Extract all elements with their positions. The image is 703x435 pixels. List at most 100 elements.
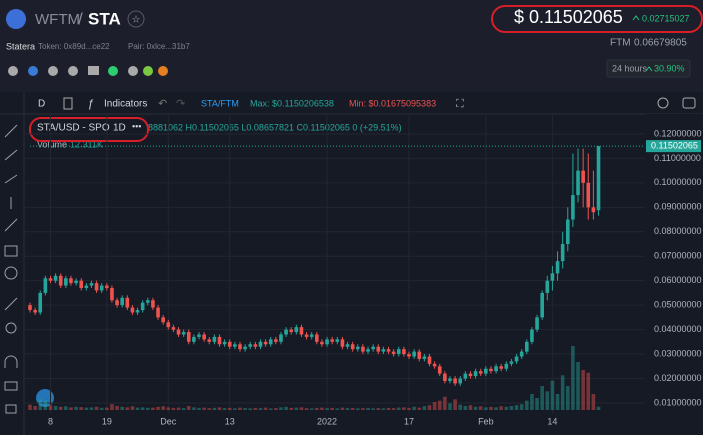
tool[interactable] [4,266,18,280]
x-tick-label: 2022 [317,416,337,426]
candle-body [309,334,314,337]
volume-bar [135,407,140,410]
highlight-ellipse [491,5,703,33]
highlight-ellipse [29,117,149,142]
candle-body [576,170,580,196]
favorite-button[interactable] [127,10,145,28]
volume-bar [64,406,68,410]
tool[interactable] [5,322,17,334]
candle-body [105,285,109,289]
volume-bar [422,406,427,410]
icon[interactable] [158,66,168,76]
volume-bar [176,407,181,410]
candle-body [458,378,463,384]
tool[interactable] [4,218,18,232]
volume-bar [586,372,591,410]
volume-bar [94,406,99,410]
candle-body [284,329,288,335]
tool[interactable] [4,245,18,257]
up-caret [632,15,640,21]
candle-body [320,341,324,345]
icon[interactable] [108,66,118,76]
token-address[interactable]: Token: 0x89d...ce22 [38,42,110,51]
candle-body [391,351,396,355]
screenshot[interactable] [682,97,696,109]
volume-bar [458,404,463,410]
max-price: Max: $0.1150206538 [250,98,334,108]
social-icons [8,66,168,76]
candle-body [530,329,534,342]
tool[interactable] [5,404,17,414]
icon[interactable] [48,66,58,76]
volume-bar [166,407,171,410]
volume-bar [361,408,365,410]
pair-address[interactable]: Pair: 0xlce...31b7 [128,42,190,51]
tool[interactable] [4,381,18,391]
candle-body [371,346,375,350]
candle-body [402,349,406,355]
y-tick-label: 0.07000000 [654,251,702,261]
icon[interactable] [143,66,153,76]
tool[interactable] [4,149,18,161]
tool[interactable] [4,297,18,311]
redo[interactable]: ↷ [176,98,185,110]
settings[interactable] [657,97,669,109]
period-change: 30.90% [654,63,685,73]
volume-bar [345,408,350,410]
icon[interactable] [28,66,38,76]
tool[interactable] [4,174,18,184]
icon[interactable] [88,66,99,75]
volume-bar [181,408,186,410]
candle-body [156,307,160,318]
candle-body [243,346,247,350]
candle-body [565,219,570,244]
volume-bar [489,406,493,410]
volume-bar [28,404,32,410]
icon[interactable] [8,66,18,76]
candle-body [443,373,447,381]
volume-bar [350,407,355,410]
legend-more[interactable]: ••• [132,121,141,131]
plot: 0.01000000 0.02000000 0.03000000 0.04000000… [24,114,703,435]
tool[interactable] [4,124,18,138]
volume-bar [284,406,288,410]
undo[interactable]: ↶ [158,98,167,110]
token-logo [6,9,26,29]
candle-body [84,285,89,289]
volume-bar [355,408,360,410]
candle-body [43,278,48,293]
volume-bar [519,404,524,410]
candle-body [325,339,329,345]
y-tick-label: 0.10000000 [654,177,702,187]
candle-body [463,373,468,379]
icon[interactable] [128,66,138,76]
candle-body [473,371,478,377]
chart-type-icon[interactable] [63,97,73,110]
x-tick-label: Dec [160,416,177,426]
last-price-tag [646,140,701,153]
volume-bar [222,408,227,410]
interval-button[interactable]: D [38,99,45,110]
candle-body [279,334,283,342]
fullscreen[interactable]: ⛶ [456,98,464,110]
icon[interactable] [68,66,78,76]
volume-bar [473,406,478,410]
candle-body [427,356,432,364]
indicators-button[interactable]: Indicators [104,99,147,110]
tool[interactable] [4,355,18,368]
y-tick-label: 0.02000000 [654,373,702,383]
volume-bar [279,407,283,410]
pair-button[interactable]: STA/FTM [201,98,239,108]
candle-body [186,332,191,342]
volume-bar [504,406,509,410]
volume-bar [315,407,319,410]
volume-bar [156,406,160,410]
candle-body [525,341,529,352]
candle-body [519,351,524,357]
y-tick-label: 0.12000000 [654,128,702,138]
volume-bar [258,408,263,410]
volume-bar [212,407,217,410]
volume-bar [227,407,232,410]
candle-body [181,332,186,335]
